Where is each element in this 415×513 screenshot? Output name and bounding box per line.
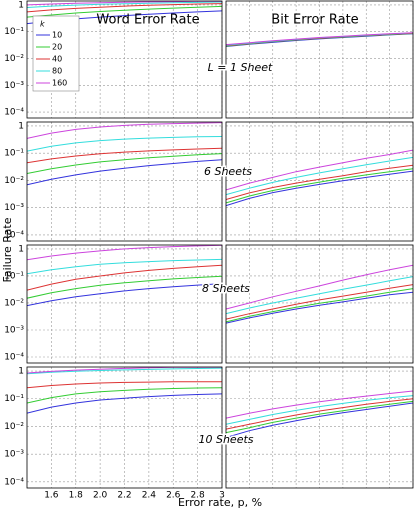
y-tick-label: 10⁻⁴ xyxy=(4,477,24,487)
panel-border xyxy=(26,366,223,489)
series-line xyxy=(27,147,222,164)
legend-box xyxy=(32,15,80,92)
series-line xyxy=(226,168,413,204)
panel-border xyxy=(225,0,414,119)
panel xyxy=(27,245,222,363)
plot-area xyxy=(226,149,413,207)
series-line xyxy=(226,288,413,323)
series-line xyxy=(27,258,222,275)
panel-border xyxy=(26,244,223,364)
y-tick-label: 10⁻¹ xyxy=(4,149,24,159)
plot-area xyxy=(226,264,413,324)
x-tick-label: 1.6 xyxy=(44,491,59,501)
panel-border xyxy=(225,366,414,489)
series-line xyxy=(27,245,222,261)
plot-area xyxy=(27,245,222,307)
x-tick-label: 2.2 xyxy=(117,491,131,501)
annotation: 6 Sheets xyxy=(204,165,252,178)
series-line xyxy=(226,398,413,430)
series-line xyxy=(27,275,222,299)
plot-area xyxy=(226,32,413,47)
x-tick-label: 2.8 xyxy=(190,491,205,501)
series-line xyxy=(27,153,222,174)
series-line xyxy=(27,1,222,8)
series-line xyxy=(27,381,222,389)
y-tick-label: 10⁻² xyxy=(4,54,24,64)
y-tick-label: 10⁻² xyxy=(4,422,24,432)
y-tick-label: 10⁻⁴ xyxy=(4,108,24,118)
annotation: 8 Sheets xyxy=(202,282,250,295)
x-tick-label: 1.8 xyxy=(69,491,84,501)
y-tick-label: 1 xyxy=(18,0,24,10)
y-tick-label: 10⁻¹ xyxy=(4,271,24,281)
series-line xyxy=(226,164,413,200)
panel-border xyxy=(26,121,223,242)
annotation: L = 1 Sheet xyxy=(208,61,273,74)
series-line xyxy=(226,402,413,438)
plot-area xyxy=(226,390,413,438)
series-line xyxy=(27,367,222,375)
series-line xyxy=(27,393,222,414)
annotation: 10 Sheets xyxy=(198,433,253,446)
series-line xyxy=(27,136,222,152)
panel xyxy=(27,122,222,241)
series-line xyxy=(27,5,222,18)
y-tick-label: 1 xyxy=(18,367,24,377)
series-line xyxy=(226,390,413,419)
y-tick-label: 10⁻³ xyxy=(4,203,24,213)
legend-label: 10 xyxy=(52,31,62,40)
panel-border xyxy=(26,0,223,119)
series-line xyxy=(226,149,413,191)
panel-border xyxy=(225,244,414,364)
panel xyxy=(226,245,413,363)
series-line xyxy=(226,284,413,320)
series-line xyxy=(226,276,413,315)
y-tick-label: 1 xyxy=(18,121,24,131)
y-axis-label: Failure Rate xyxy=(1,217,14,282)
series-line xyxy=(226,395,413,425)
series-line xyxy=(27,283,222,307)
x-tick-label: 3 xyxy=(219,491,225,501)
y-tick-label: 10⁻³ xyxy=(4,450,24,460)
column-title: Word Error Rate xyxy=(96,13,199,28)
series-line xyxy=(27,3,222,13)
y-tick-label: 10⁻⁴ xyxy=(4,230,24,240)
x-tick-label: 2.6 xyxy=(166,491,181,501)
panel-border xyxy=(225,121,414,242)
y-tick-label: 10⁻⁴ xyxy=(4,353,24,363)
legend-label: 40 xyxy=(52,55,62,64)
series-line xyxy=(226,32,413,46)
plot-area xyxy=(27,122,222,186)
series-line xyxy=(226,291,413,324)
y-tick-label: 10⁻² xyxy=(4,298,24,308)
y-tick-label: 10⁻³ xyxy=(4,325,24,335)
legend-title: k xyxy=(40,20,45,29)
series-line xyxy=(226,264,413,310)
x-axis-label: Error rate, p, % xyxy=(178,496,262,509)
y-tick-label: 10⁻¹ xyxy=(4,27,24,37)
series-line xyxy=(27,159,222,186)
y-tick-label: 10⁻¹ xyxy=(4,394,24,404)
series-line xyxy=(27,264,222,291)
x-tick-label: 2.0 xyxy=(93,491,108,501)
series-line xyxy=(226,170,413,207)
column-title: Bit Error Rate xyxy=(271,13,358,28)
legend-label: 80 xyxy=(52,67,62,76)
series-line xyxy=(27,122,222,139)
x-tick-label: 2.4 xyxy=(142,491,157,501)
legend-label: 160 xyxy=(52,79,67,88)
series-line xyxy=(226,400,413,434)
series-line xyxy=(226,156,413,196)
y-tick-label: 10⁻³ xyxy=(4,81,24,91)
series-line xyxy=(27,387,222,404)
y-tick-label: 10⁻² xyxy=(4,176,24,186)
legend-label: 20 xyxy=(52,43,62,52)
y-tick-label: 1 xyxy=(18,244,24,254)
plot-area xyxy=(27,367,222,414)
